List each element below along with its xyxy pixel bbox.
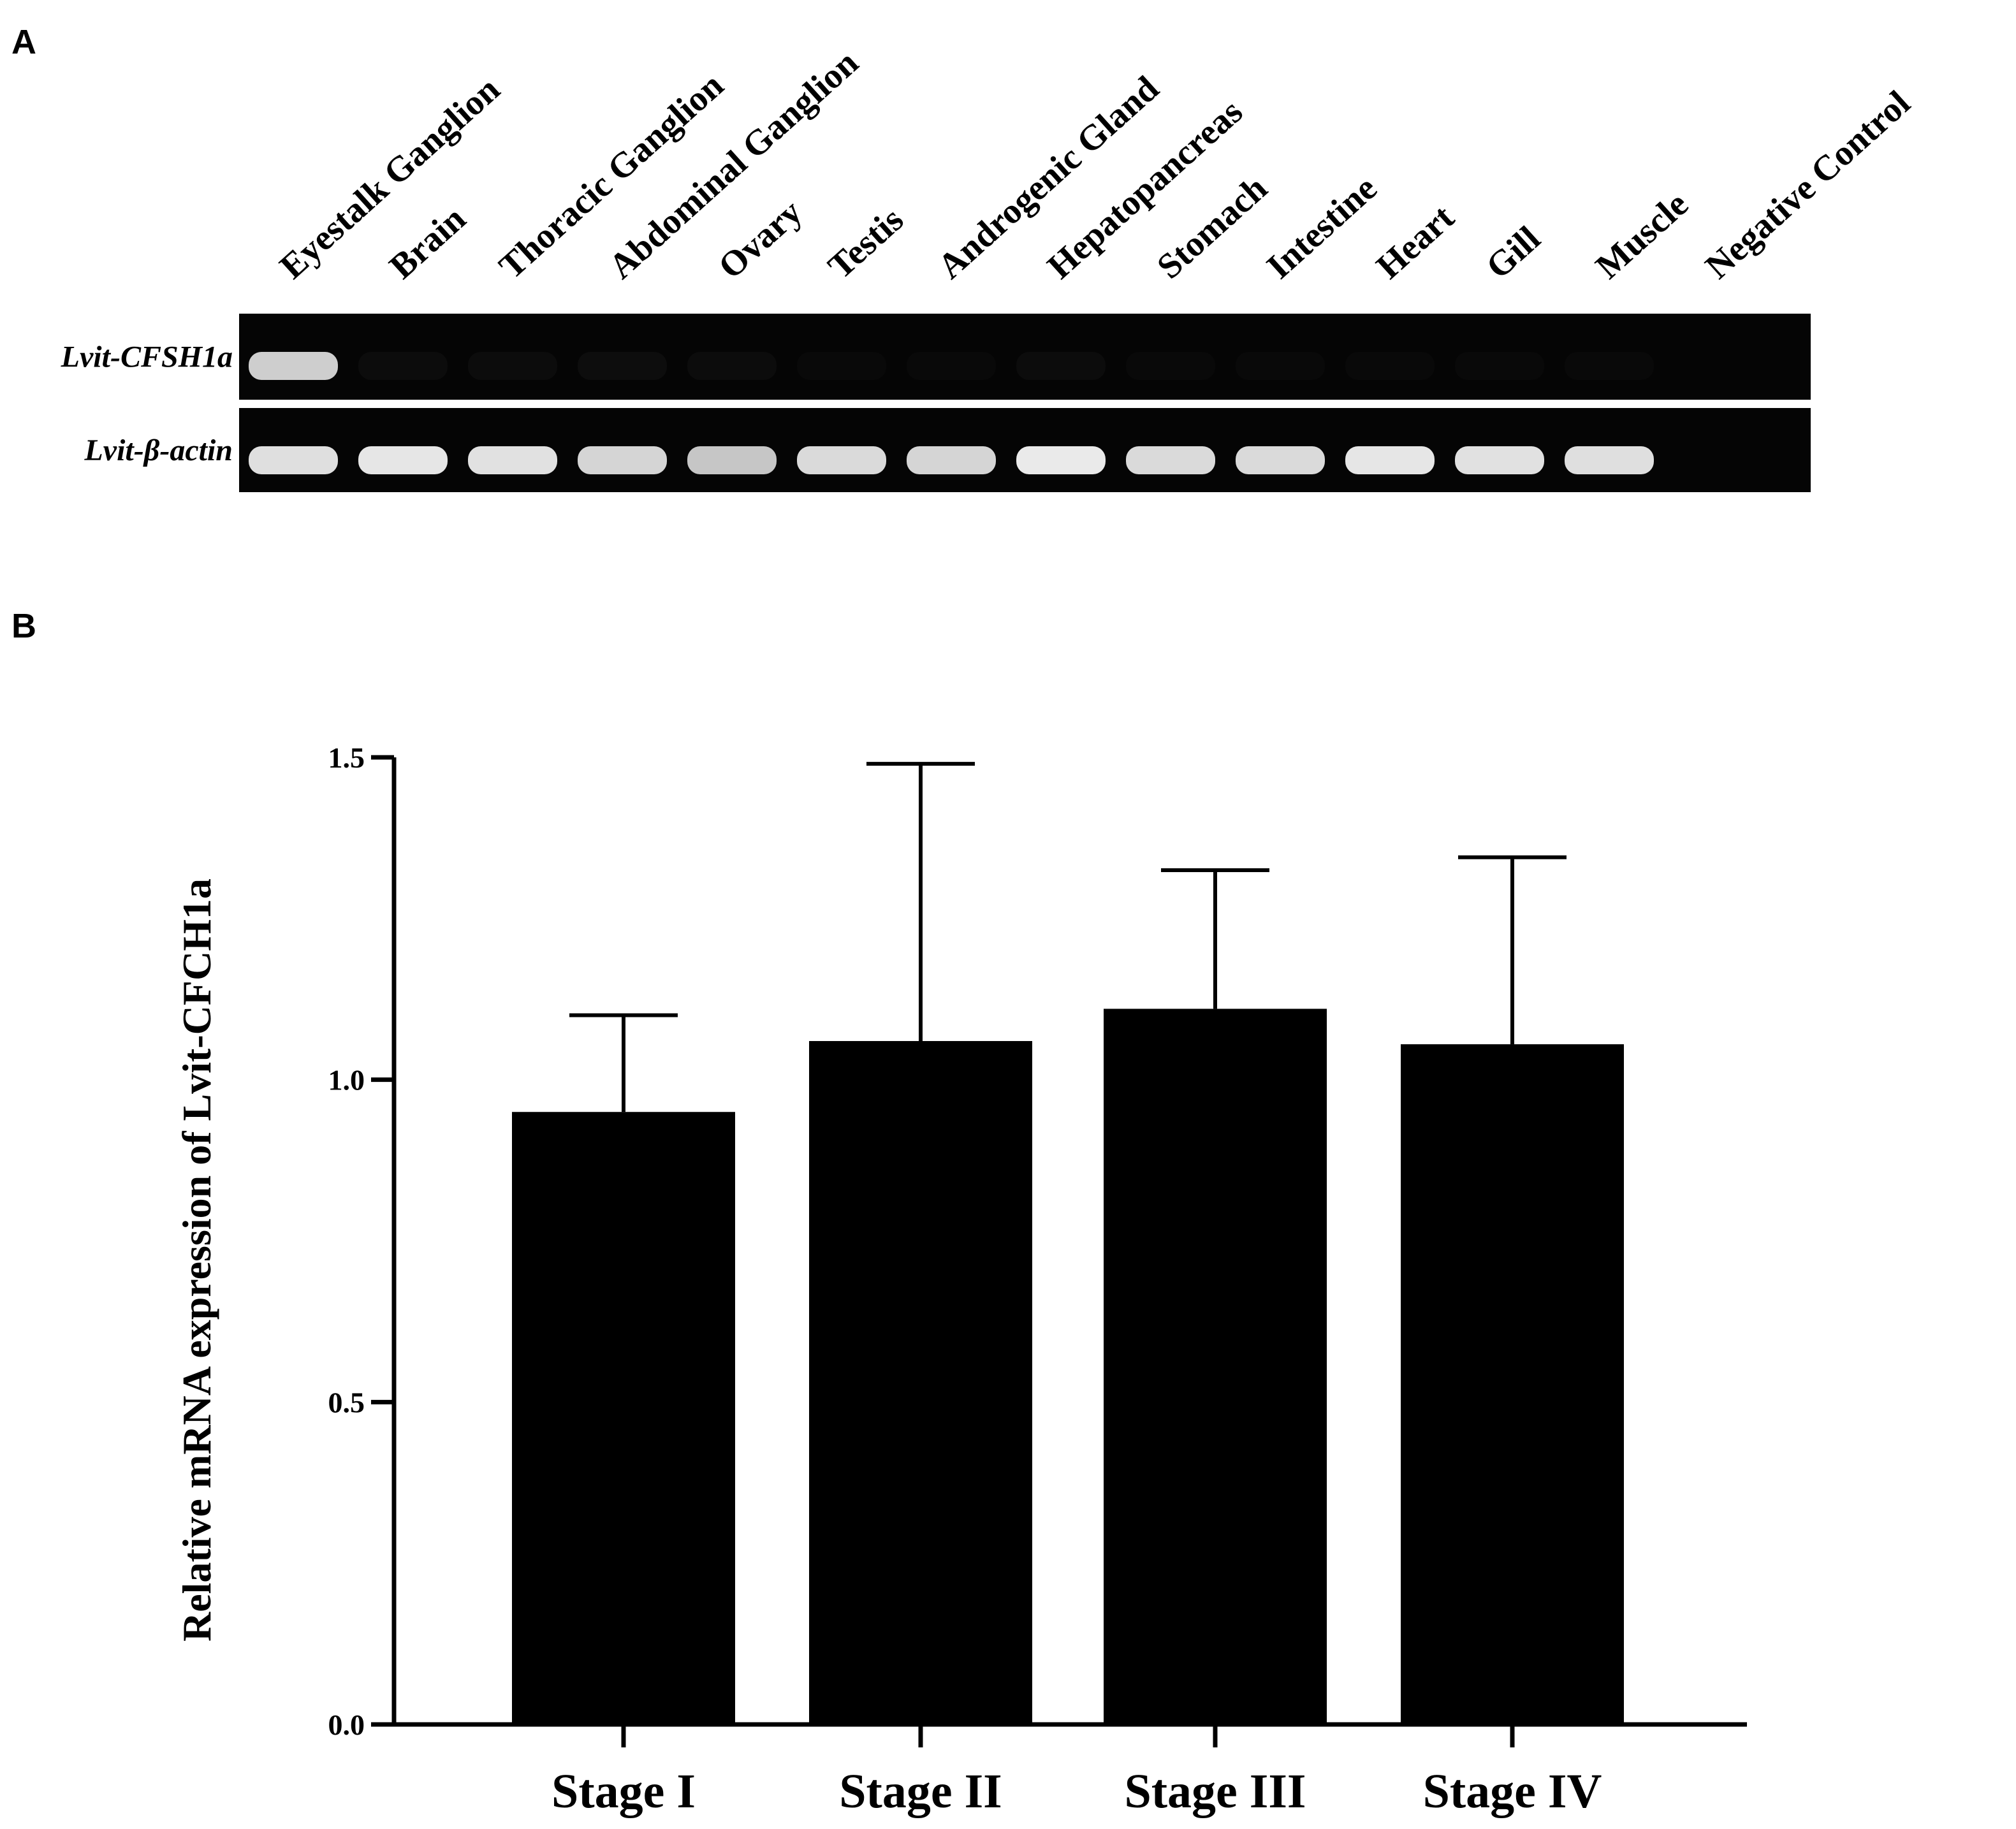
category-label: Stage I: [551, 1765, 696, 1818]
y-axis-title: Relative mRNA expression of Lvit-CFCH1a: [174, 878, 219, 1642]
gel-band: [1565, 446, 1654, 474]
bar: [809, 1040, 1032, 1724]
panel-a-letter: A: [11, 23, 36, 61]
gel-band: [249, 446, 338, 474]
lane-label: Testis: [821, 200, 911, 286]
lane-label: Hepatopancreas: [1040, 92, 1250, 287]
gene-label: Lvit-β-actin: [84, 434, 233, 467]
category-label: Stage IV: [1423, 1765, 1602, 1818]
lane-label: Negative Control: [1698, 84, 1918, 287]
gel-band: [1236, 446, 1325, 474]
gel-band: [1126, 446, 1215, 474]
lane-label: Ovary: [711, 193, 810, 287]
gel-band: [468, 352, 557, 380]
y-tick-label: 1.0: [328, 1064, 365, 1097]
bar: [512, 1112, 735, 1724]
category-label: Stage III: [1124, 1765, 1306, 1818]
y-tick-label: 0.5: [328, 1386, 365, 1418]
gel-band: [1455, 446, 1544, 474]
gel-band: [468, 446, 557, 474]
gel-band: [358, 352, 448, 380]
gel-band: [687, 446, 777, 474]
gel-band: [1345, 446, 1435, 474]
gel-band: [797, 352, 886, 380]
lane-label: Gill: [1479, 219, 1548, 286]
gel-band: [797, 446, 886, 474]
gel-band: [578, 446, 667, 474]
gene-label: Lvit-CFSH1a: [61, 340, 233, 374]
bar: [1104, 1009, 1327, 1724]
gel-band: [1016, 446, 1106, 474]
gel-strip: [239, 314, 1811, 400]
y-tick-label: 1.5: [328, 741, 365, 774]
gel-band: [907, 446, 996, 474]
bar: [1401, 1044, 1624, 1724]
category-label: Stage II: [839, 1765, 1002, 1818]
lane-label: Muscle: [1588, 184, 1696, 287]
gel-band: [1455, 352, 1544, 380]
gel-band: [687, 352, 777, 380]
bar-chart: 0.0 0.5 1.0 1.5 Relative mRNA expression of …: [174, 741, 1747, 1818]
gel-band: [249, 352, 338, 380]
gel-band: [907, 352, 996, 380]
gel-separator: [239, 400, 1811, 408]
lane-label: Intestine: [1259, 168, 1384, 287]
gel-band: [1016, 352, 1106, 380]
gel-band: [1236, 352, 1325, 380]
lane-label: Heart: [1369, 198, 1462, 287]
gel-band: [578, 352, 667, 380]
gel-band: [358, 446, 448, 474]
lane-label: Brain: [382, 199, 473, 287]
gel-band: [1345, 352, 1435, 380]
gel-band: [1126, 352, 1215, 380]
y-tick-label: 0.0: [328, 1709, 365, 1741]
gel-band: [1565, 352, 1654, 380]
panel-b-letter: B: [11, 607, 36, 645]
